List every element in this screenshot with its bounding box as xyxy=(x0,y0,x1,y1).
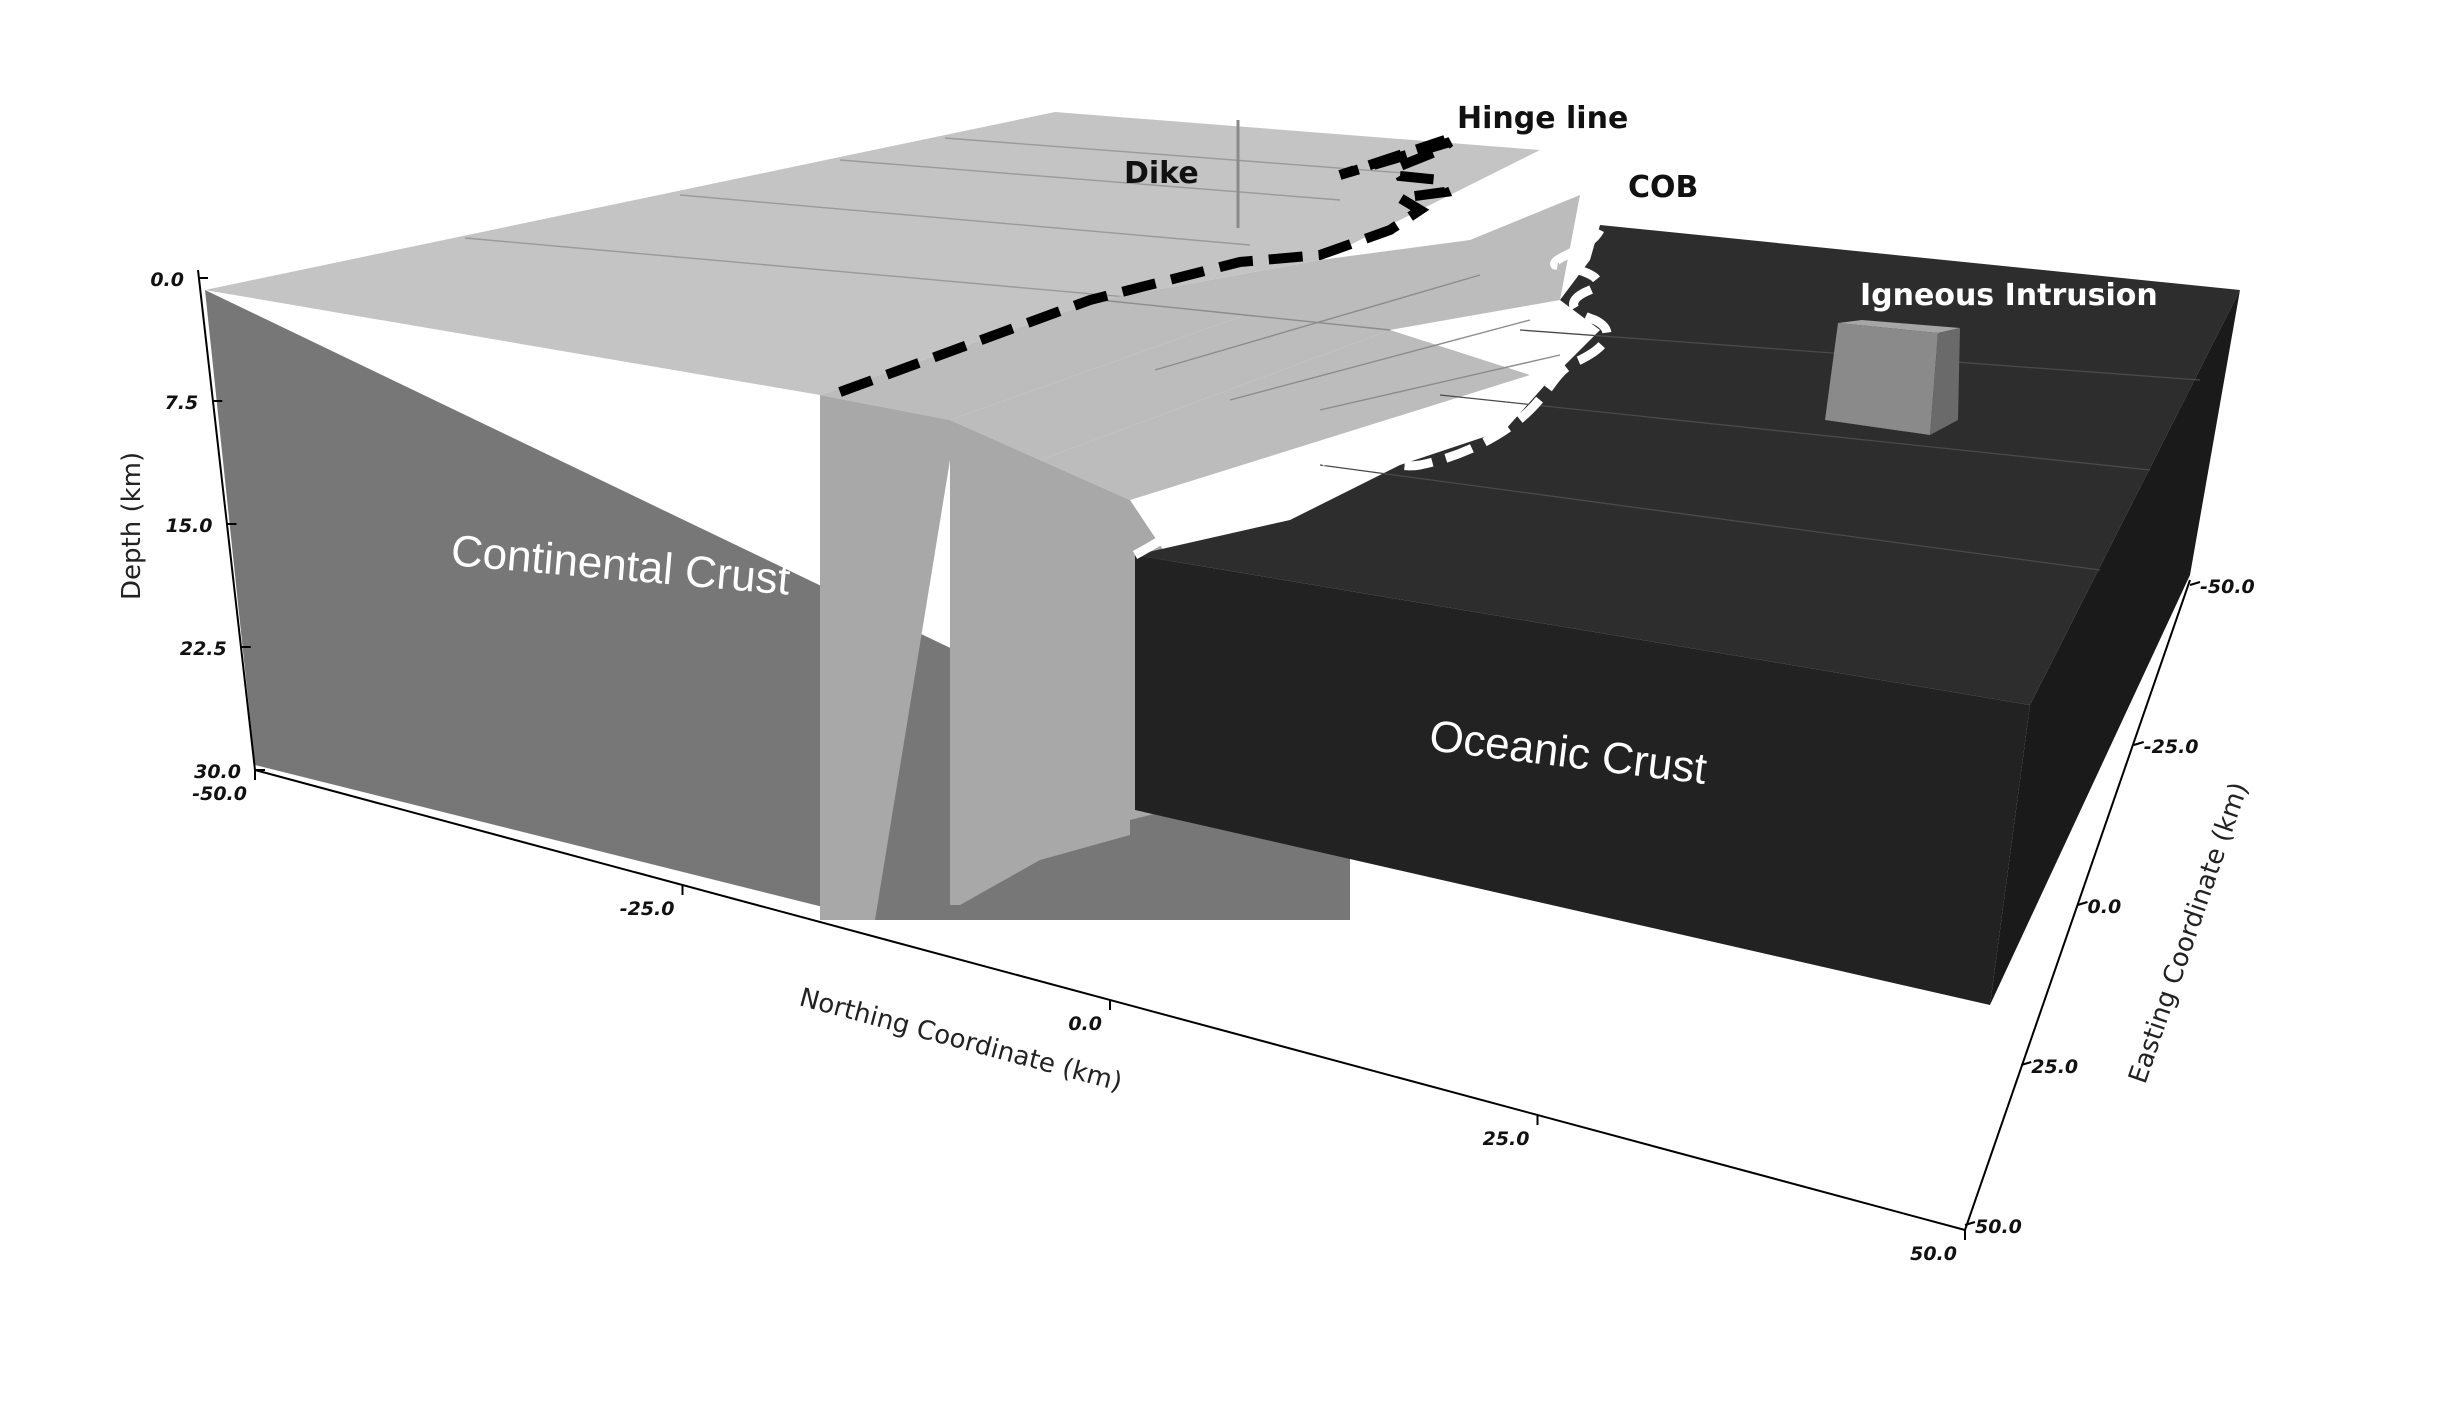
easting-tick-mark xyxy=(2189,581,2201,586)
easting-tick-mark xyxy=(1964,1221,1976,1226)
easting-tick-labels: -50.0 -25.0 0.0 25.0 50.0 xyxy=(1964,576,2255,1238)
hinge-line-path xyxy=(838,135,1454,397)
continental-top-surface xyxy=(205,112,1540,395)
hinge-line-label: Hinge line xyxy=(1457,101,1628,136)
northing-tick-label: 25.0 xyxy=(1483,1128,1530,1150)
igneous-intrusion-label: Igneous Intrusion xyxy=(1860,278,2158,313)
cob-label: COB xyxy=(1628,170,1698,205)
rift-steps xyxy=(820,195,1580,920)
easting-tick-mark xyxy=(2133,741,2145,746)
intrusion-top xyxy=(1838,320,1960,333)
oceanic-crust-block xyxy=(1135,225,2240,1005)
easting-axis-title: Easting Coordinate (km) xyxy=(2123,779,2254,1088)
easting-tick-label: 25.0 xyxy=(2031,1056,2078,1078)
step-top-1 xyxy=(820,300,1245,420)
step-top-3 xyxy=(1040,330,1530,500)
northing-tick-label: -25.0 xyxy=(620,898,675,920)
step-front-1 xyxy=(820,395,950,920)
easting-tick-label: 0.0 xyxy=(2088,896,2122,918)
depth-tick-label: 0.0 xyxy=(150,269,184,291)
depth-tick-labels: 0.0 7.5 15.0 22.5 30.0 xyxy=(150,269,265,783)
oceanic-front-face xyxy=(1135,555,2030,1005)
step-front-2 xyxy=(950,420,1040,905)
step-top-2 xyxy=(950,315,1390,460)
easting-tick-mark xyxy=(2020,1061,2032,1066)
step-front-3 xyxy=(1040,460,1130,860)
easting-tick-label: 50.0 xyxy=(1975,1216,2022,1238)
easting-tick-label: -25.0 xyxy=(2144,736,2199,758)
northing-tick-label: -50.0 xyxy=(192,783,247,805)
step-top-4 xyxy=(1100,195,1580,330)
cob-path xyxy=(1132,227,1612,559)
igneous-intrusion xyxy=(1825,320,1960,435)
northing-tick-label: 0.0 xyxy=(1068,1013,1102,1035)
depth-tick-label: 7.5 xyxy=(165,392,199,414)
intrusion-front xyxy=(1825,323,1938,435)
continental-crust-block xyxy=(205,112,1580,920)
depth-tick-label: 15.0 xyxy=(166,515,213,537)
northing-axis-title: Northing Coordinate (km) xyxy=(796,983,1125,1098)
depth-tick-label: 30.0 xyxy=(194,761,241,783)
easting-tick-label: -50.0 xyxy=(2200,576,2255,598)
northing-tick-label: 50.0 xyxy=(1910,1243,1957,1265)
dike-label: Dike xyxy=(1124,156,1199,191)
depth-axis xyxy=(197,269,256,771)
oceanic-side-face xyxy=(1990,290,2240,1005)
oceanic-top-surface xyxy=(1135,225,2240,705)
depth-axis-title: Depth (km) xyxy=(117,452,147,600)
easting-tick-mark xyxy=(2077,901,2088,906)
intrusion-side xyxy=(1930,328,1960,435)
northing-tick-labels: -50.0 -25.0 0.0 25.0 50.0 xyxy=(192,770,1966,1265)
depth-tick-label: 22.5 xyxy=(180,638,227,660)
